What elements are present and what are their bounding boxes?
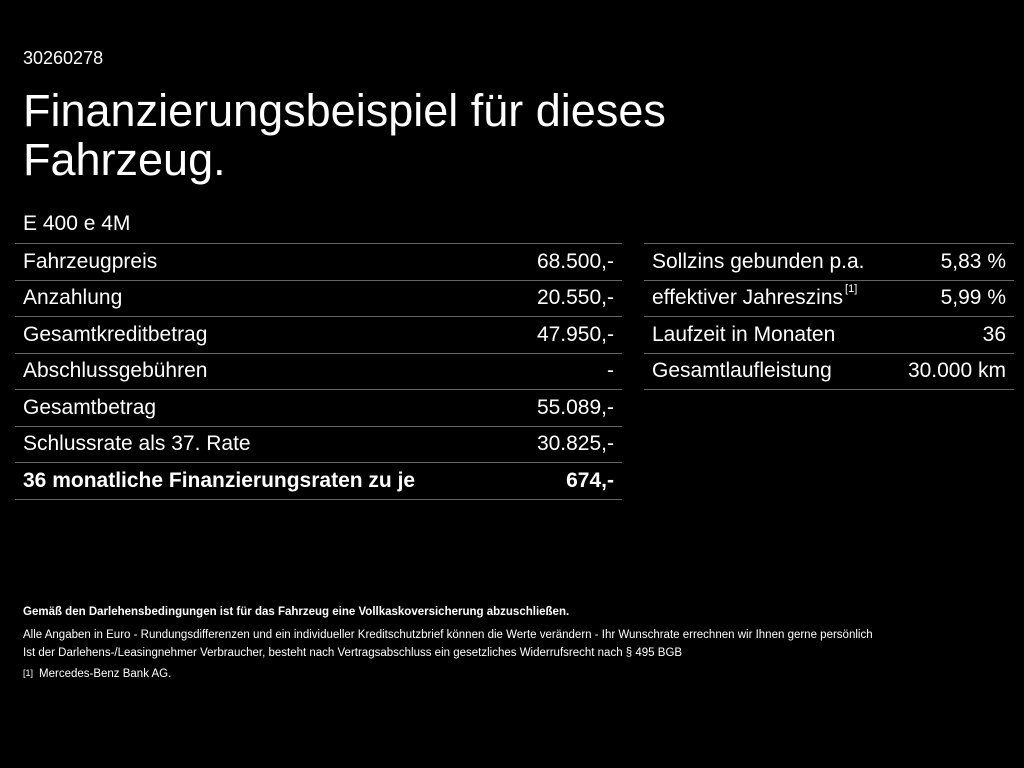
footnote-mark: [1] [23, 668, 34, 678]
row-value: 5,83 % [890, 243, 1014, 281]
row-value: 5,99 % [890, 280, 1014, 317]
disclaimer-line-1: Alle Angaben in Euro - Rundungsdifferenz… [23, 629, 873, 641]
interest-table: Sollzins gebunden p.a. 5,83 % effektiver… [644, 243, 1014, 390]
page-title: Finanzierungsbeispiel für dieses Fahrzeu… [23, 86, 923, 184]
vehicle-model: E 400 e 4M [23, 212, 131, 235]
row-label: Fahrzeugpreis [15, 243, 510, 281]
row-value: 68.500,- [509, 243, 622, 281]
row-label: Sollzins gebunden p.a. [644, 243, 891, 281]
row-label: Schlussrate als 37. Rate [15, 426, 510, 463]
table-row: Fahrzeugpreis 68.500,- [15, 243, 622, 281]
row-label: Gesamtlaufleistung [644, 353, 891, 390]
table-row: Sollzins gebunden p.a. 5,83 % [644, 243, 1014, 281]
legal-notes: Gemäß den Darlehensbedingungen ist für d… [23, 606, 1013, 680]
row-label: Abschlussgebühren [15, 353, 510, 390]
table-row: Schlussrate als 37. Rate 30.825,- [15, 426, 622, 463]
row-value: 30.825,- [509, 426, 622, 463]
row-value: 36 [890, 316, 1014, 354]
row-value: 20.550,- [509, 280, 622, 317]
row-label: Gesamtkreditbetrag [15, 316, 510, 354]
offer-code: 30260278 [23, 48, 104, 68]
table-row: Gesamtkreditbetrag 47.950,- [15, 316, 622, 354]
row-label: Anzahlung [15, 280, 510, 317]
table-row: Abschlussgebühren - [15, 353, 622, 390]
footnote: [1] Mercedes-Benz Bank AG. [23, 668, 1013, 680]
row-value: 47.950,- [509, 316, 622, 354]
row-value: 55.089,- [509, 389, 622, 427]
table-row: Gesamtbetrag 55.089,- [15, 389, 622, 427]
financing-table: Fahrzeugpreis 68.500,- Anzahlung 20.550,… [15, 243, 622, 500]
row-value: 30.000 km [890, 353, 1014, 390]
title-line-1: Finanzierungsbeispiel für dieses [23, 85, 666, 136]
table-row: Anzahlung 20.550,- [15, 280, 622, 317]
row-label: Gesamtbetrag [15, 389, 510, 427]
row-value: - [509, 353, 622, 390]
row-label: effektiver Jahreszins [652, 286, 844, 310]
footnote-text: Mercedes-Benz Bank AG. [39, 668, 172, 680]
footnote-ref: [1] [845, 283, 858, 296]
insurance-note: Gemäß den Darlehensbedingungen ist für d… [23, 606, 570, 618]
row-value: 674,- [509, 462, 622, 500]
row-label: Laufzeit in Monaten [644, 316, 891, 354]
table-row: Gesamtlaufleistung 30.000 km [644, 353, 1014, 390]
table-row: Laufzeit in Monaten 36 [644, 316, 1014, 354]
title-line-2: Fahrzeug. [23, 134, 226, 185]
row-label-cell: effektiver Jahreszins [1] [644, 280, 891, 317]
table-row: effektiver Jahreszins [1] 5,99 % [644, 280, 1014, 317]
row-label: 36 monatliche Finanzierungsraten zu je [15, 462, 510, 500]
monthly-rate-row: 36 monatliche Finanzierungsraten zu je 6… [15, 462, 622, 500]
disclaimer-line-2: Ist der Darlehens-/Leasingnehmer Verbrau… [23, 647, 683, 659]
